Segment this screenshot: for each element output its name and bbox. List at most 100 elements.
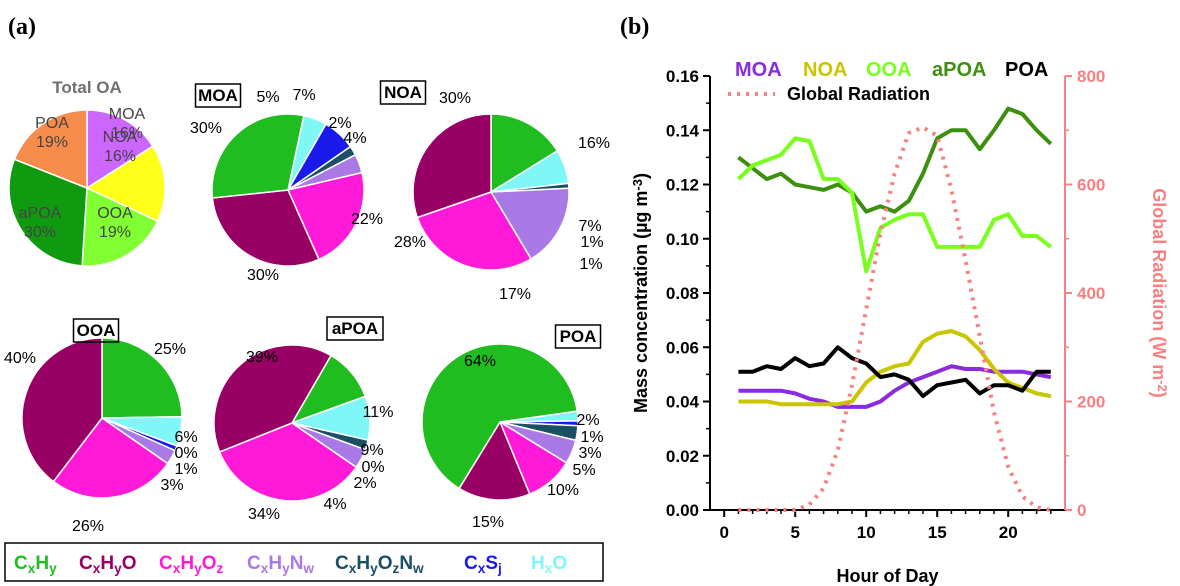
slice-percent-label: 19%: [36, 134, 68, 151]
pie-charts: Total OAMOA16%NOA16%OOA19%aPOA30%POA19%M…: [4, 78, 610, 535]
series-line-ooa: [737, 136, 1053, 274]
pie-slice-cxhyoz: [218, 422, 358, 502]
legend-box: [4, 542, 604, 582]
slice-percent-label: 17%: [499, 286, 531, 303]
y2-tick-label: 400: [1077, 284, 1105, 303]
pie-moa: MOA 5% 7% 2%4% 22% 30% 30%: [190, 83, 383, 284]
text-part: x: [93, 561, 101, 576]
text-part: w: [412, 561, 424, 576]
text-part: w: [302, 561, 314, 576]
text-part: H: [100, 553, 114, 574]
pie-slice-noa: [85, 145, 166, 223]
slice-percent-label: 5%: [572, 462, 595, 479]
text-part: S: [485, 553, 498, 574]
pie-title: Total OA: [52, 78, 122, 97]
text-part: C: [159, 553, 173, 574]
slice-percent-label: 1%: [580, 429, 603, 446]
text-part: x: [261, 561, 269, 576]
text-part: x: [28, 561, 36, 576]
pie-title-box: [554, 324, 602, 349]
text-part: y: [282, 561, 290, 576]
y2-tick-label: 0: [1077, 501, 1086, 520]
slice-percent-label: 34%: [248, 506, 280, 523]
slice-percent-label: 2%: [328, 115, 351, 132]
slice-percent-label: 10%: [547, 482, 579, 499]
text-part: -2: [1155, 380, 1170, 392]
legend-poa: POA: [1005, 59, 1048, 81]
pie-title-box: [379, 80, 427, 105]
slice-percent-label: 16%: [578, 135, 610, 152]
text-part: N: [290, 553, 304, 574]
x-axis-label: Hour of Day: [836, 566, 938, 586]
pie-slice-cxhyo: [211, 189, 320, 267]
slice-percent-label: 3%: [160, 477, 183, 494]
y-tick-label: 0.14: [666, 121, 700, 140]
y2-tick-label: 200: [1077, 393, 1105, 412]
slice-percent-label: 1%: [174, 461, 197, 478]
slice-percent-label: 3%: [578, 445, 601, 462]
text-part: H: [180, 553, 194, 574]
text-part: x: [349, 561, 357, 576]
text-part: C: [464, 553, 478, 574]
pie-slice-cxhy: [101, 337, 183, 419]
series-line-poa: [738, 345, 1051, 399]
pie-title-box: [72, 318, 120, 343]
text-part: C: [247, 553, 261, 574]
legend-ooa: OOA: [866, 59, 912, 81]
pie-title: aPOA: [332, 319, 378, 338]
legend-moa: MOA: [735, 59, 782, 81]
legend-apoa: aPOA: [932, 59, 986, 81]
slice-percent-label: 1%: [579, 256, 602, 273]
slice-percent-label: 64%: [464, 353, 496, 370]
legend-entry-cxhyo: CxHyO: [79, 553, 136, 576]
slice-percent-label: 25%: [154, 341, 186, 358]
y-axis-label: Mass concentration (µg m-3): [630, 173, 651, 413]
text-part: Global Radiation (W m: [1149, 188, 1169, 380]
pie-slice-cxhy: [490, 113, 559, 194]
slice-percent-label: 19%: [99, 224, 131, 241]
pie-poa: POA 2%1%3%5% 10% 15% 64%: [421, 324, 604, 531]
pie-slice-apoa: [8, 158, 88, 267]
slice-percent-label: 2%: [576, 412, 599, 429]
pie-slice-moa: [86, 109, 154, 190]
text-part: O: [202, 553, 217, 574]
slice-percent-label: 30%: [190, 120, 222, 137]
slice-percent-label: 6%: [174, 429, 197, 446]
slice-name-label: OOA: [97, 205, 133, 222]
text-part: x: [478, 561, 486, 576]
legend-entry-hxo: HxO: [531, 553, 567, 576]
text-part: O: [122, 553, 137, 574]
pie-slice-cxhynw: [489, 187, 570, 260]
text-part: ): [1149, 392, 1169, 398]
text-part: j: [497, 561, 502, 576]
pie-title: POA: [560, 327, 597, 346]
x-tick-label: 20: [999, 523, 1018, 542]
pie-title-box: [326, 316, 384, 341]
legend-noa: NOA: [803, 59, 847, 81]
slice-percent-label: 15%: [472, 514, 504, 531]
x-tick-label: 0: [719, 523, 728, 542]
y-tick-label: 0.16: [666, 67, 699, 86]
y-tick-label: 0.02: [666, 447, 699, 466]
slice-name-label: POA: [35, 115, 69, 132]
slice-percent-label: 7%: [578, 218, 601, 235]
diurnal-line-chart: 0.00 0.02 0.04 0.06 0.08 0.10 0.12 0.14 0.16 0 5 10…: [630, 59, 1170, 586]
text-part: O: [378, 553, 393, 574]
text-part: N: [399, 553, 413, 574]
text-part: z: [216, 561, 223, 576]
slice-percent-label: 2%: [353, 475, 376, 492]
slice-percent-label: 16%: [104, 148, 136, 165]
pie-title: MOA: [198, 86, 238, 105]
y-tick-label: 0.10: [666, 230, 699, 249]
pie-slice-ooa: [81, 186, 159, 267]
slice-percent-label: 30%: [247, 267, 279, 284]
y-tick-label: 0.00: [666, 501, 699, 520]
x-tick-label: 10: [857, 523, 876, 542]
text-part: x: [545, 561, 553, 576]
panel-a-label: (a): [8, 14, 36, 40]
slice-percent-label: 40%: [4, 350, 36, 367]
series-line-noa: [738, 329, 1052, 407]
